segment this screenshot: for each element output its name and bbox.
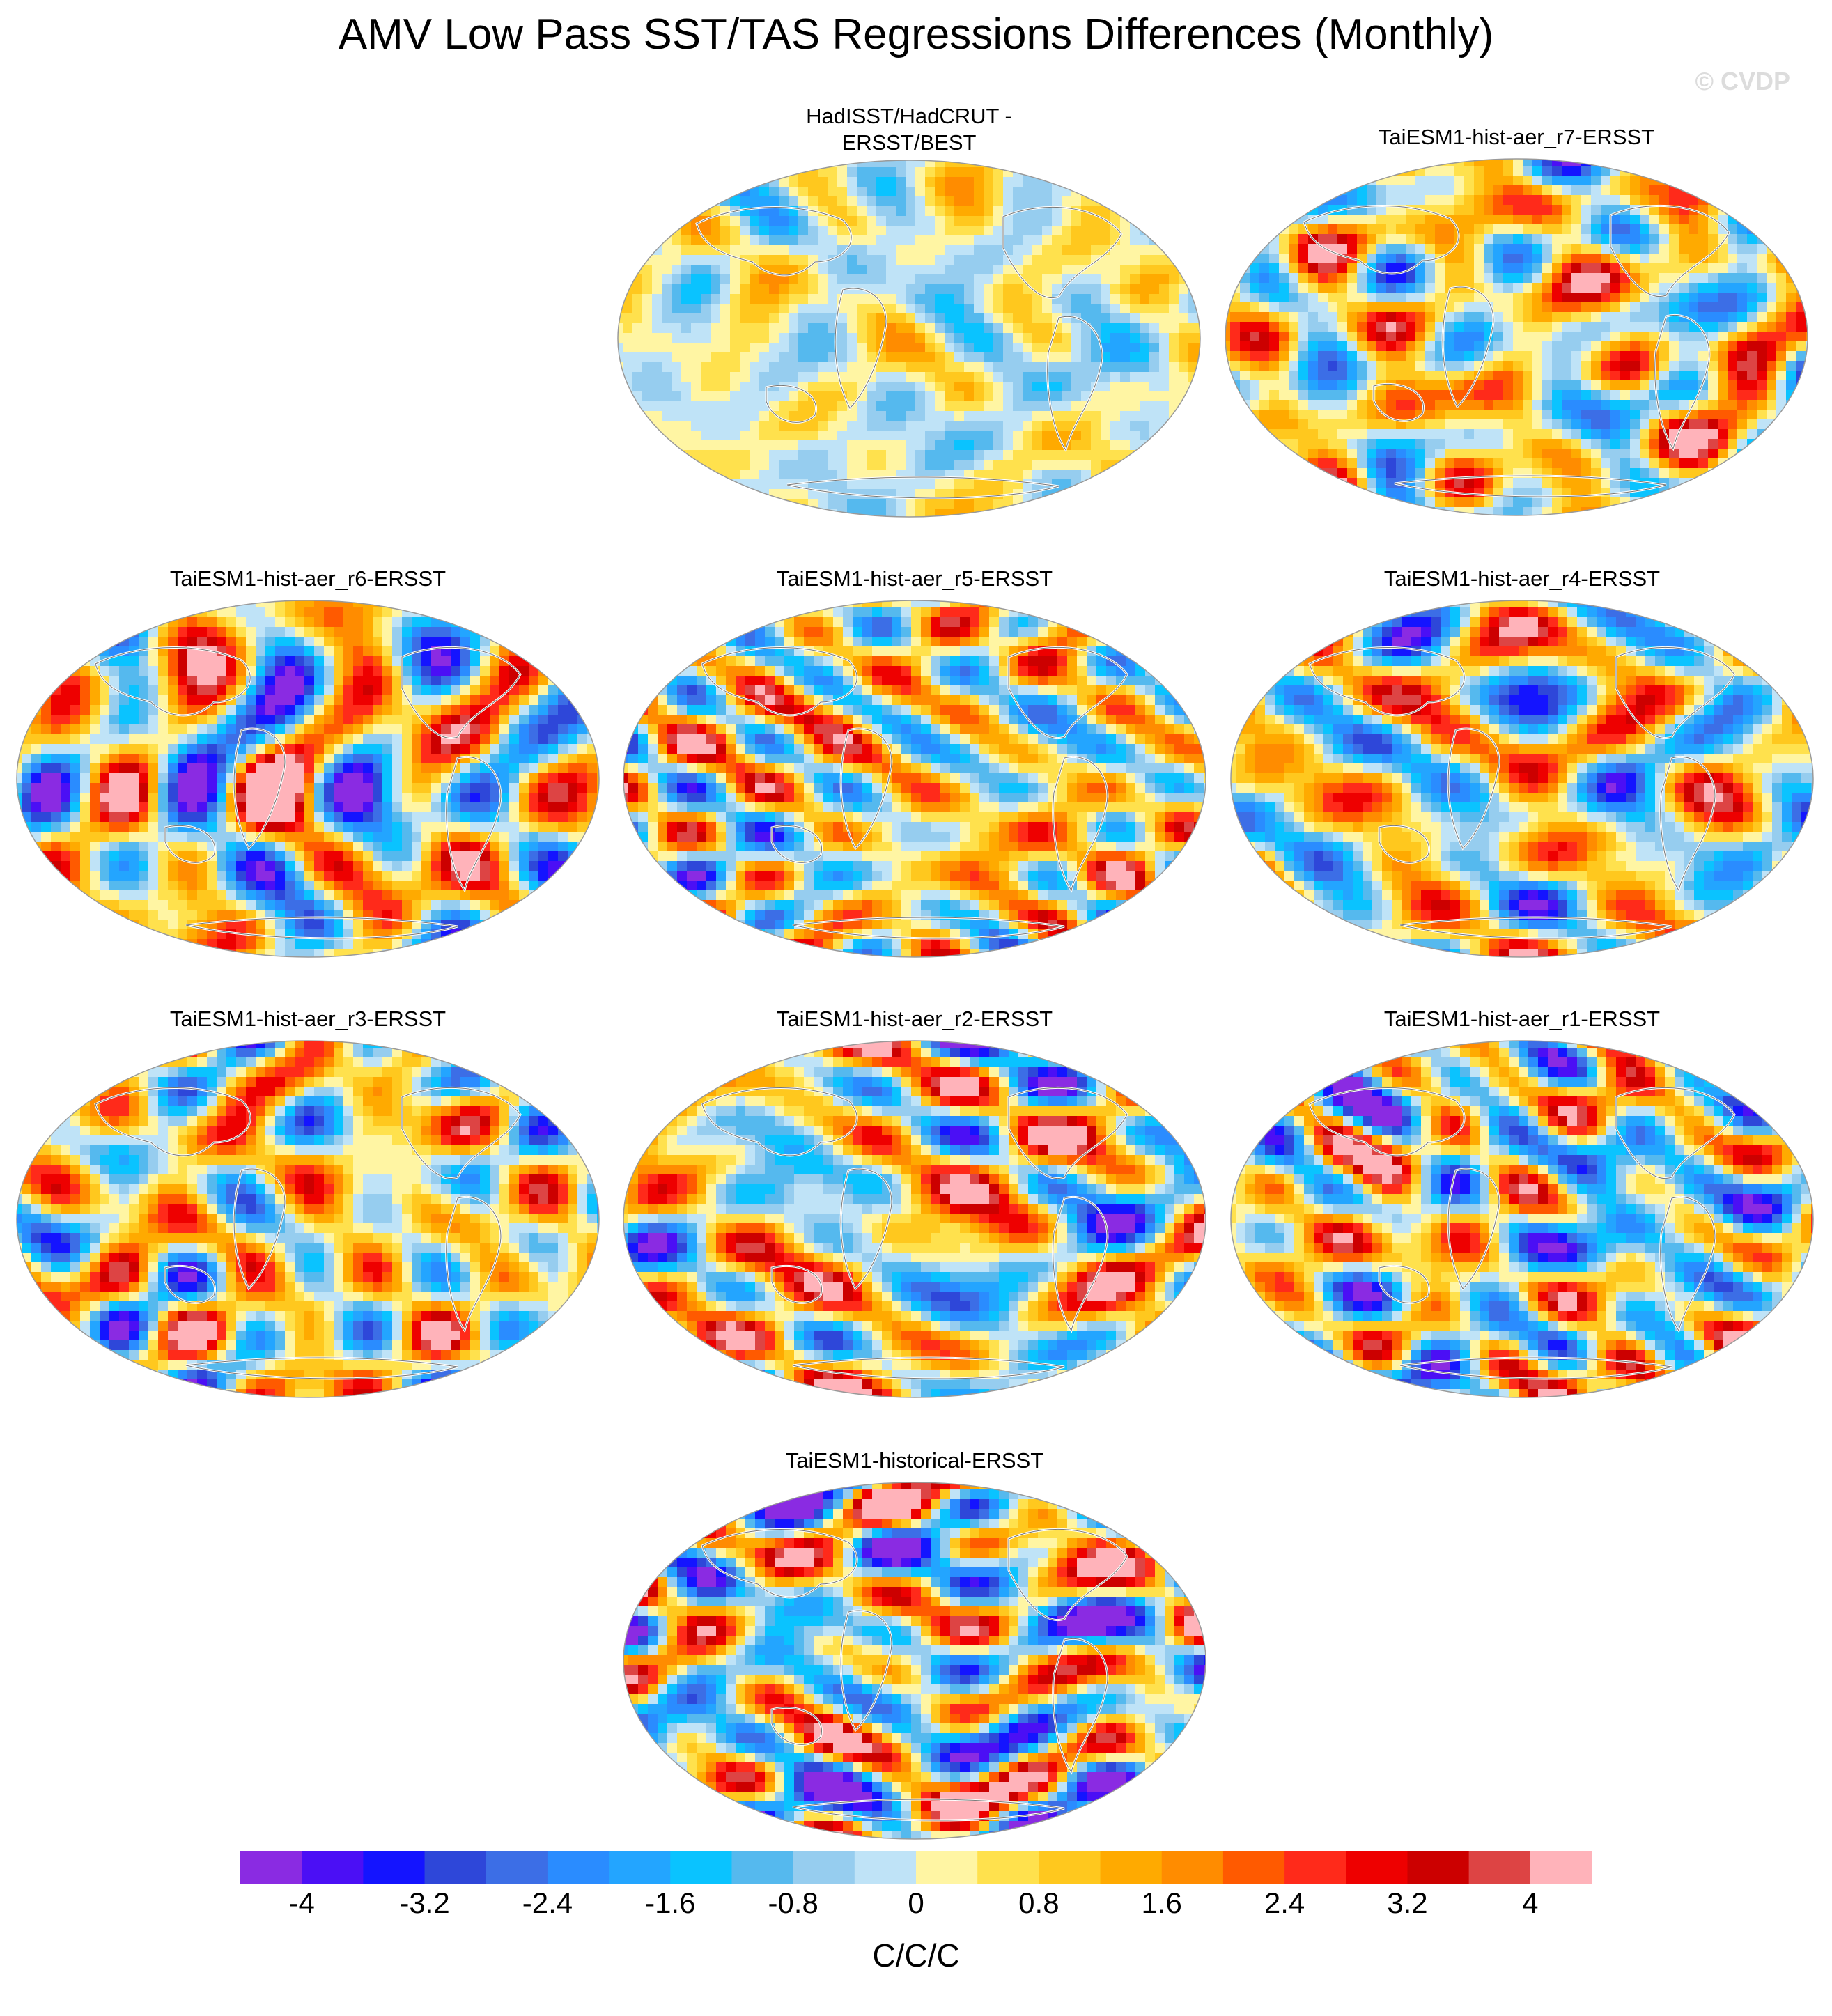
colorbar-swatch <box>793 1851 855 1884</box>
colorbar-swatch <box>547 1851 610 1884</box>
map-plot <box>623 1040 1206 1398</box>
colorbar-swatch <box>977 1851 1039 1884</box>
colorbar-swatch <box>486 1851 548 1884</box>
figure-title: AMV Low Pass SST/TAS Regressions Differe… <box>0 10 1832 59</box>
panel-title: TaiESM1-hist-aer_r3-ERSST <box>12 1006 604 1032</box>
map-plot <box>617 160 1201 518</box>
colorbar-tick-label: 0 <box>908 1886 924 1920</box>
panel-title: TaiESM1-hist-aer_r5-ERSST <box>619 566 1211 592</box>
colorbar-swatch <box>1284 1851 1346 1884</box>
colorbar-swatch <box>1346 1851 1408 1884</box>
colorbar-tick-labels: -4 -3.2 -2.4 -1.6 -0.8 0 0.8 1.6 2.4 3.2 4 <box>0 1886 1832 1928</box>
panel-title: TaiESM1-historical-ERSST <box>619 1448 1211 1474</box>
colorbar-swatch <box>424 1851 487 1884</box>
panel-title: TaiESM1-hist-aer_r6-ERSST <box>12 566 604 592</box>
colorbar-swatch <box>240 1851 302 1884</box>
panel-title: TaiESM1-hist-aer_r1-ERSST <box>1226 1006 1818 1032</box>
map-plot <box>1225 158 1808 516</box>
colorbar-tick-label: 2.4 <box>1264 1886 1305 1920</box>
map-plot <box>623 1482 1206 1840</box>
colorbar-swatch <box>302 1851 364 1884</box>
colorbar-tick-label: 3.2 <box>1387 1886 1427 1920</box>
panel-title-line2: ERSST/BEST <box>613 130 1205 156</box>
panel-title: TaiESM1-hist-aer_r4-ERSST <box>1226 566 1818 592</box>
colorbar-swatch <box>916 1851 978 1884</box>
colorbar-swatch <box>1407 1851 1470 1884</box>
map-plot <box>16 1040 600 1398</box>
colorbar <box>240 1851 1592 1884</box>
colorbar-swatch <box>1161 1851 1224 1884</box>
colorbar-swatch <box>854 1851 917 1884</box>
colorbar-swatch <box>1100 1851 1163 1884</box>
colorbar-tick-label: -4 <box>288 1886 314 1920</box>
panel-title: HadISST/HadCRUT - ERSST/BEST <box>613 103 1205 156</box>
colorbar-tick-label: 1.6 <box>1142 1886 1182 1920</box>
colorbar-swatch <box>670 1851 732 1884</box>
map-plot <box>623 600 1206 958</box>
map-plot <box>1230 1040 1814 1398</box>
map-plot <box>16 600 600 958</box>
colorbar-tick-label: -3.2 <box>399 1886 449 1920</box>
panel-title: TaiESM1-hist-aer_r2-ERSST <box>619 1006 1211 1032</box>
colorbar-swatch <box>1468 1851 1531 1884</box>
colorbar-swatch <box>1530 1851 1592 1884</box>
colorbar-swatch <box>609 1851 671 1884</box>
colorbar-tick-label: 0.8 <box>1018 1886 1059 1920</box>
colorbar-tick-label: -0.8 <box>768 1886 818 1920</box>
panel-title: TaiESM1-hist-aer_r7-ERSST <box>1220 124 1812 150</box>
colorbar-swatch <box>1222 1851 1285 1884</box>
colorbar-swatch <box>731 1851 794 1884</box>
colorbar-tick-label: 4 <box>1522 1886 1538 1920</box>
colorbar-tick-label: -2.4 <box>522 1886 573 1920</box>
colorbar-tick-label: -1.6 <box>645 1886 695 1920</box>
panel-title-line1: HadISST/HadCRUT - <box>613 103 1205 130</box>
cvdp-credit: © CVDP <box>1695 67 1790 96</box>
map-plot <box>1230 600 1814 958</box>
colorbar-swatch <box>363 1851 426 1884</box>
colorbar-units: C/C/C <box>0 1937 1832 1974</box>
colorbar-swatch <box>1039 1851 1101 1884</box>
